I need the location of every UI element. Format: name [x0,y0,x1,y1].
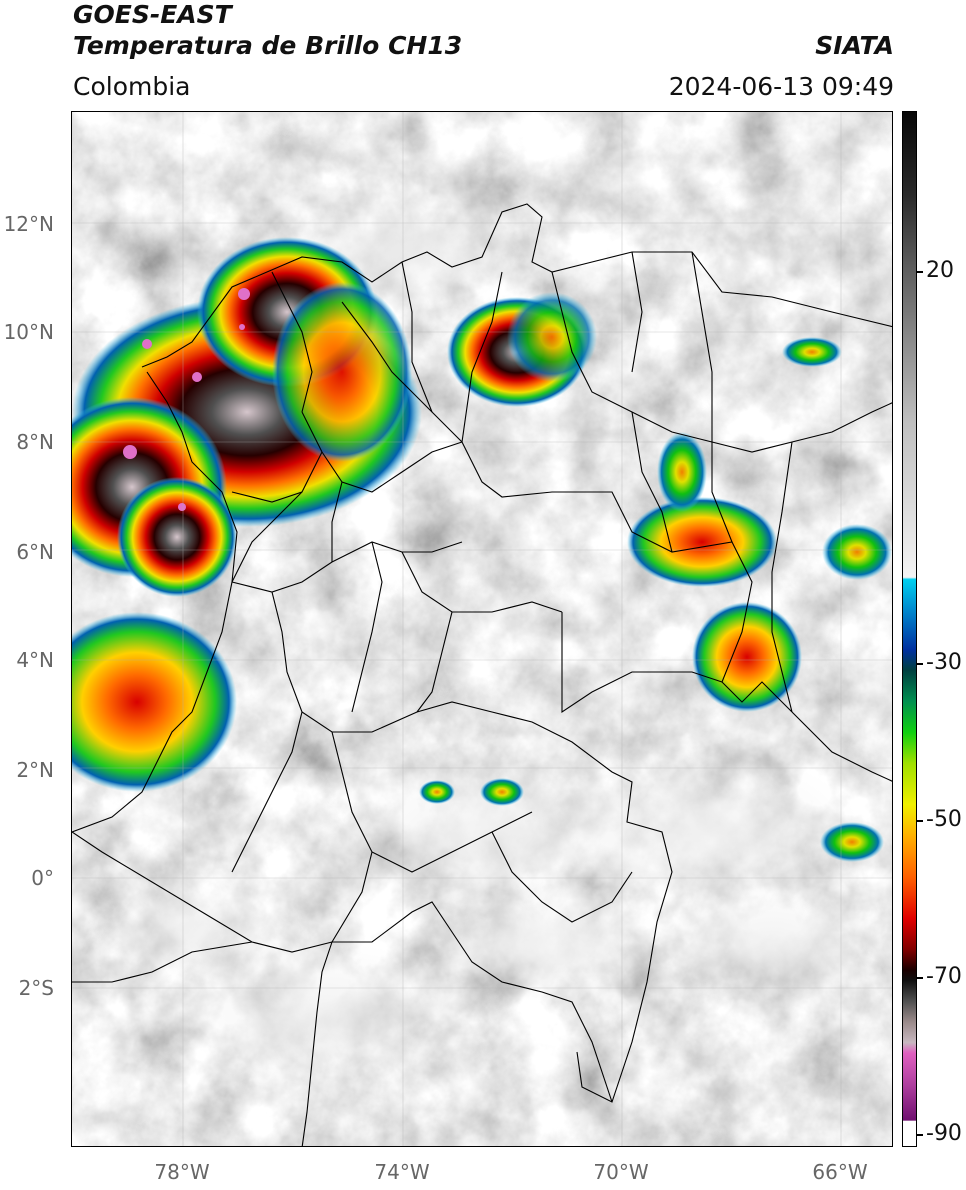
lat-label-2S: 2°S [18,976,54,1000]
colorbar-label-minus50: -50 [926,807,962,832]
colorbar-tick [917,271,923,273]
region-label: Colombia [73,72,191,101]
colorbar-label-20: 20 [926,258,954,283]
lat-label-4N: 4°N [16,648,54,672]
overshooting-tops [123,288,250,511]
title-product: Temperatura de Brillo CH13 [73,31,463,60]
colorbar [902,111,917,1147]
lon-label-70W: 70°W [593,1160,649,1184]
cloud-fields [102,192,882,1082]
graticule [72,112,892,1146]
lat-label-10N: 10°N [3,320,54,344]
brand-label: SIATA [815,31,894,60]
lat-label-12N: 12°N [3,212,54,236]
timestamp: 2024-06-13 09:49 [668,72,894,101]
political-borders [72,203,892,1146]
lat-label-2N: 2°N [16,758,54,782]
title-satellite: GOES-EAST [73,0,232,29]
lon-label-78W: 78°W [154,1160,210,1184]
colorbar-tick [917,663,923,665]
map-svg [72,112,892,1146]
colorbar-tick [917,977,923,979]
colorbar-tick [917,820,923,822]
colorbar-tick [917,1134,923,1136]
lon-label-66W: 66°W [812,1160,868,1184]
lon-label-74W: 74°W [374,1160,430,1184]
lat-label-8N: 8°N [16,430,54,454]
colorbar-label-minus70: -70 [926,964,962,989]
satellite-map[interactable] [71,111,893,1147]
lat-label-6N: 6°N [16,540,54,564]
colorbar-label-minus30: -30 [926,650,962,675]
convective-cells [72,237,892,862]
lat-label-0: 0° [31,866,54,890]
colorbar-label-minus90: -90 [926,1121,962,1146]
